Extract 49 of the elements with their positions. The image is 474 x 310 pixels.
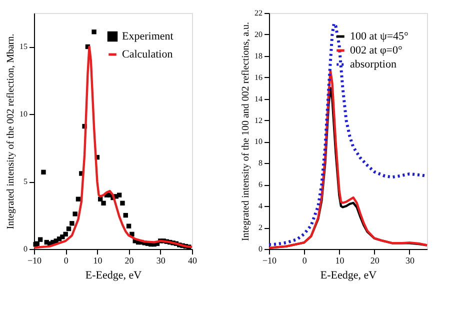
x-tick-label: 40 [188,256,198,266]
y-tick-label: 22 [254,8,262,18]
legend-label: Experiment [122,30,174,42]
point [70,221,74,226]
y-tick-label: 2 [258,223,262,232]
x-axis-title: E-Eedge, eV [85,270,142,282]
x-tick-label: 30 [405,256,415,266]
y-tick-label: 4 [258,202,262,211]
y-tick-label: 8 [258,158,262,168]
x-tick-label: 20 [124,256,134,266]
x-tick-label: −10 [262,256,278,266]
point [38,237,43,242]
x-tick-label: 20 [370,256,380,266]
x-tick-label: 10 [93,256,103,266]
legend-label: Calculation [122,48,174,60]
y-tick-label: 10 [254,137,262,146]
y-tick-label: 10 [20,110,28,119]
point [41,170,46,174]
legend-label: 002 at φ=0° [350,44,402,56]
point [72,212,78,216]
x-tick-label: 0 [64,256,69,266]
point [63,232,68,237]
point [76,196,81,202]
point [92,30,96,34]
x-tick-label: −10 [27,256,42,266]
y-tick-label: 6 [258,180,262,190]
legend-label: absorption [350,58,397,70]
y-tick-label: 14 [254,94,262,104]
y-tick-label: 16 [254,72,262,82]
legend-label: 100 at ψ=45° [350,30,408,42]
y-tick-label: 0 [258,244,262,254]
y-tick-label: 15 [20,42,28,52]
x-tick-label: 30 [156,256,166,266]
x-tick-label: 0 [302,256,308,266]
y-tick-label: 5 [24,177,28,186]
y-tick-label: 20 [254,30,262,39]
y-axis-title: Integrated intensity of the 100 and 002 reflections, a.u. [240,22,252,242]
x-axis-title: E-Eedge, eV [320,270,377,282]
y-axis-title: Integrated intensity of the 002 reflection, Mbarn. [6,34,16,230]
point [101,200,106,206]
y-tick-label: 12 [254,116,262,125]
point [116,192,122,198]
point [123,212,128,218]
point [66,226,72,232]
x-tick-label: 10 [335,256,345,266]
y-tick-label: 0 [24,244,28,254]
y-tick-label: 18 [254,51,262,60]
point [120,200,125,206]
point [126,224,132,228]
